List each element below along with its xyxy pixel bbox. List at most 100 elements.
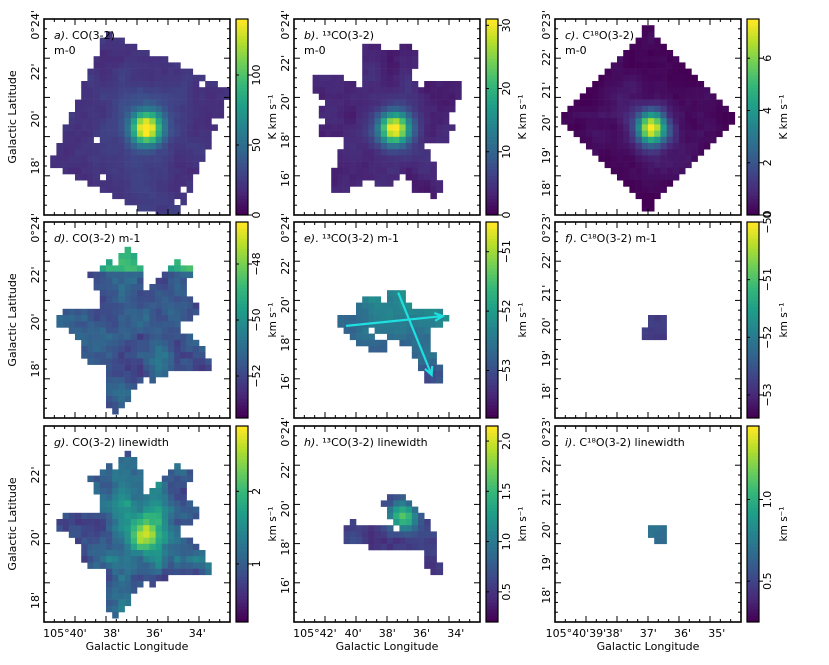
map-pixel [205, 358, 212, 365]
map-pixel [399, 99, 406, 107]
map-pixel [418, 525, 425, 532]
colorbar-segment [747, 41, 759, 46]
map-pixel [137, 494, 144, 501]
map-pixel [411, 149, 419, 156]
map-pixel [143, 68, 150, 76]
map-pixel [161, 370, 169, 378]
map-pixel [143, 74, 150, 82]
map-pixel [641, 327, 649, 334]
map-pixel [87, 81, 94, 88]
map-pixel [205, 124, 212, 131]
colorbar-segment [486, 550, 498, 554]
map-pixel [174, 68, 181, 76]
map-pixel [149, 124, 156, 131]
map-pixel [356, 315, 363, 322]
map-pixel [192, 302, 200, 310]
map-pixel [112, 308, 119, 316]
map-pixel [418, 167, 425, 175]
map-pixel [81, 93, 88, 100]
map-pixel [161, 290, 169, 297]
map-pixel [405, 525, 413, 532]
map-pixel [424, 562, 431, 569]
panel-title-label: d) [54, 232, 65, 245]
map-pixel [617, 68, 624, 76]
map-pixel [722, 112, 729, 119]
map-pixel [180, 519, 187, 526]
map-pixel [192, 149, 200, 156]
colorbar-segment [747, 271, 759, 275]
colorbar-label: K km s⁻¹ [778, 94, 790, 139]
colorbar-label: km s⁻¹ [517, 303, 529, 338]
colorbar-segment [236, 313, 248, 318]
colorbar-segment [747, 553, 759, 558]
map-pixel [99, 290, 107, 297]
map-pixel [399, 339, 406, 347]
map-pixel [418, 174, 425, 181]
map-pixel [672, 99, 680, 107]
colorbar-segment [486, 429, 498, 434]
colorbar-segment [236, 310, 248, 314]
map-pixel [124, 68, 132, 76]
map-pixel [93, 531, 101, 538]
map-pixel [112, 302, 119, 310]
map-pixel [199, 358, 206, 365]
colorbar-segment [747, 589, 759, 594]
map-pixel [174, 308, 181, 316]
map-pixel [199, 74, 206, 82]
colorbar-segment [486, 195, 498, 200]
map-pixel [137, 531, 144, 538]
map-pixel [393, 296, 400, 303]
map-pixel [405, 50, 413, 57]
map-pixel [380, 112, 388, 119]
map-pixel [199, 556, 206, 563]
colorbar-segment [747, 94, 759, 98]
map-pixel [174, 259, 181, 266]
map-pixel [180, 99, 187, 107]
map-pixel [137, 74, 144, 82]
map-pixel [418, 537, 425, 545]
map-pixel [648, 99, 655, 107]
map-pixel [660, 43, 667, 51]
map-pixel [186, 186, 194, 193]
map-pixel [161, 531, 169, 538]
map-pixel [124, 136, 132, 144]
map-pixel [318, 81, 326, 88]
map-pixel [112, 327, 119, 334]
map-pixel [374, 537, 382, 545]
map-pixel [137, 346, 144, 353]
colorbar-segment [486, 595, 498, 600]
map-pixel [112, 130, 119, 138]
map-pixel [710, 130, 717, 138]
panel-title-label: c) [565, 29, 575, 42]
map-pixel [106, 525, 113, 532]
colorbar-segment [747, 22, 759, 27]
y-tick-label: 20' [279, 500, 292, 517]
colorbar-segment [747, 333, 759, 337]
map-pixel [604, 136, 612, 144]
map-pixel [199, 346, 206, 353]
map-pixel [161, 327, 169, 334]
map-pixel [155, 81, 163, 88]
map-pixel [112, 383, 119, 390]
map-pixel [124, 593, 132, 600]
map-pixel [174, 562, 181, 569]
map-pixel [174, 315, 181, 322]
map-pixel [99, 494, 107, 501]
map-pixel [124, 457, 132, 464]
map-pixel [387, 302, 394, 310]
map-pixel [430, 186, 437, 193]
map-pixel [118, 457, 125, 464]
map-pixel [418, 130, 425, 138]
map-pixel [112, 389, 119, 396]
colorbar-segment [486, 228, 498, 233]
map-pixel [87, 118, 94, 125]
map-pixel [106, 531, 113, 538]
map-pixel [68, 161, 76, 169]
map-pixel [623, 143, 630, 150]
colorbar-segment [236, 45, 248, 49]
map-pixel [716, 112, 723, 119]
map-pixel [654, 186, 661, 193]
map-pixel [161, 105, 169, 113]
map-pixel [180, 118, 187, 125]
